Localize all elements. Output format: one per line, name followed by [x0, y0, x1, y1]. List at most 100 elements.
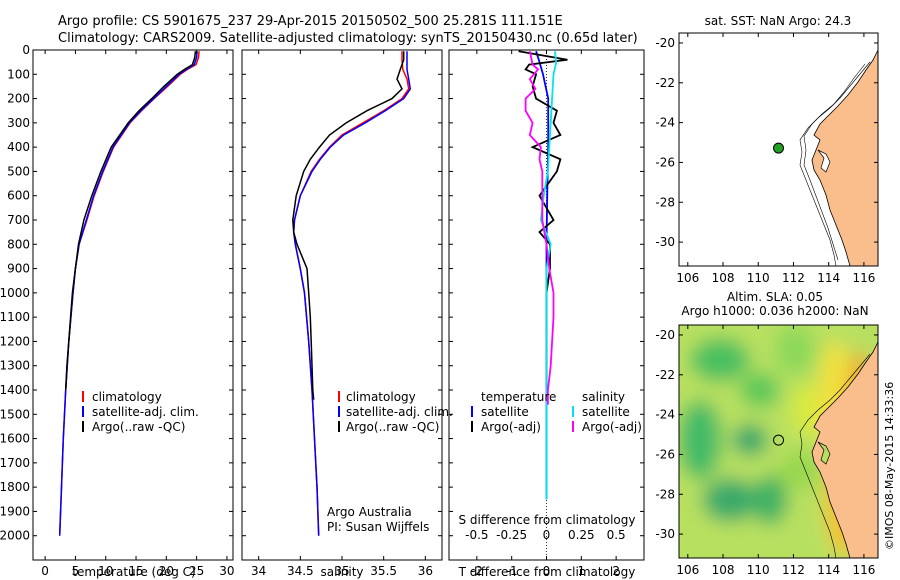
legend-swatch-argo	[82, 421, 84, 432]
depth-tick-label: 900	[7, 262, 30, 276]
lon-tick-label: 116	[852, 563, 875, 577]
figure-title-line2: Climatology: CARS2009. Satellite-adjuste…	[58, 31, 638, 46]
x-tick-label: 25	[189, 564, 204, 578]
legend-label-argo: Argo(..raw -QC)	[92, 420, 185, 434]
lon-tick-label: 108	[712, 563, 735, 577]
argo-float-marker	[773, 142, 785, 154]
x-tick-label: -1	[506, 564, 518, 578]
australia-land	[811, 49, 878, 266]
lon-tick-label: 106	[676, 563, 699, 577]
s-tick-label: -0.5	[465, 528, 488, 542]
shark-bay-islands-sla	[817, 441, 831, 465]
depth-tick-label: 1100	[0, 310, 30, 324]
profile-line-argo-raw-qc	[64, 51, 197, 391]
depth-tick-label: 1800	[0, 480, 30, 494]
sst-map-title: sat. SST: NaN Argo: 24.3	[705, 14, 852, 28]
depth-tick-label: 1300	[0, 359, 30, 373]
salinity-legend: climatology satellite-adj. clim. Argo(..…	[338, 390, 453, 434]
imos-credit: ©IMOS 08-May-2015 14:33:36	[883, 382, 896, 550]
depth-tick-label: 100	[7, 67, 30, 81]
lon-tick-label: 110	[747, 563, 770, 577]
legend-title-temperature: temperature	[481, 390, 556, 404]
legend-swatch-argo	[338, 421, 340, 432]
legend-label-climatology: climatology	[92, 390, 162, 404]
legend-label-satellite: satellite-adj. clim.	[346, 405, 453, 419]
annotation-argo-australia: Argo Australia	[327, 505, 412, 519]
legend-swatch-s-argo	[572, 421, 574, 432]
profile-line-satellite-adj-clim	[58, 51, 198, 536]
legend-label-s-argo: Argo(-adj)	[582, 420, 642, 434]
lon-tick-label: 116	[852, 271, 875, 285]
depth-tick-label: 2000	[0, 529, 30, 543]
legend-label-s-satellite: satellite	[582, 405, 630, 419]
lat-tick-label: -30	[655, 527, 675, 541]
legend-label-argo: Argo(..raw -QC)	[346, 420, 439, 434]
depth-tick-label: 400	[7, 140, 30, 154]
lat-tick-label: -28	[655, 195, 675, 209]
depth-tick-label: 1500	[0, 407, 30, 421]
depth-tick-label: 1600	[0, 432, 30, 446]
x-tick-label: 2	[612, 564, 620, 578]
sla-map-title-line1: Altim. SLA: 0.05	[727, 290, 823, 304]
sst-map-frame	[678, 32, 879, 267]
difference-xlabel: T difference from climatology	[458, 565, 636, 579]
lat-tick-label: -22	[655, 76, 675, 90]
annotation-pi: PI: Susan Wijffels	[327, 520, 429, 534]
depth-tick-label: 200	[7, 92, 30, 106]
lon-tick-label: 108	[712, 271, 735, 285]
lon-tick-label: 114	[817, 563, 840, 577]
lat-tick-label: -30	[655, 235, 675, 249]
temperature-legend: climatology satellite-adj. clim. Argo(..…	[82, 390, 199, 434]
depth-tick-label: 1700	[0, 456, 30, 470]
x-tick-label: -2	[471, 564, 483, 578]
difference-line-s-satellite	[539, 51, 558, 500]
lon-tick-label: 106	[676, 271, 699, 285]
difference-legend: temperature satellite Argo(-adj) salinit…	[471, 390, 642, 434]
lat-tick-label: -24	[655, 116, 675, 130]
lat-tick-label: -28	[655, 487, 675, 501]
x-tick-label: 10	[98, 564, 113, 578]
s-tick-label: 0	[543, 528, 551, 542]
temperature-axes-frame	[32, 49, 234, 561]
legend-label-satellite: satellite-adj. clim.	[92, 405, 199, 419]
legend-title-salinity: salinity	[582, 390, 625, 404]
lon-tick-label: 110	[747, 271, 770, 285]
x-tick-label: 0	[41, 564, 49, 578]
x-tick-label: 35.5	[370, 564, 397, 578]
depth-tick-label: 1200	[0, 334, 30, 348]
x-tick-label: 1	[578, 564, 586, 578]
lat-tick-label: -26	[655, 155, 675, 169]
temperature-xlabel: temperature (deg C)	[72, 565, 195, 579]
profile-line-satellite-adj-clim	[292, 51, 412, 536]
depth-tick-label: 300	[7, 116, 30, 130]
x-tick-label: 20	[159, 564, 174, 578]
deep-contour	[803, 63, 866, 261]
legend-swatch-satellite	[82, 406, 84, 417]
s-tick-label: 0.5	[607, 528, 626, 542]
x-tick-label: 35	[334, 564, 349, 578]
sst-map-panel: sat. SST: NaN Argo: 24.3 106 108 110 112 114…	[655, 14, 879, 285]
difference-line-s-argo-adj-	[524, 51, 555, 405]
legend-label-t-argo: Argo(-adj)	[481, 420, 541, 434]
legend-swatch-s-satellite	[572, 406, 574, 417]
lat-tick-label: -24	[655, 408, 675, 422]
argo-float-marker	[773, 434, 785, 446]
lon-tick-label: 112	[782, 271, 805, 285]
x-tick-label: 34.5	[287, 564, 314, 578]
lat-tick-label: -20	[655, 328, 675, 342]
sla-map-frame	[678, 324, 879, 559]
s-tick-label: 0.25	[568, 528, 595, 542]
x-tick-label: 34	[251, 564, 266, 578]
sla-map-panel: Altim. SLA: 0.05 Argo h1000: 0.036 h2000…	[655, 290, 879, 577]
legend-swatch-satellite	[338, 406, 340, 417]
depth-tick-label: 0	[22, 43, 30, 57]
x-tick-label: 36	[418, 564, 433, 578]
lon-tick-label: 114	[817, 271, 840, 285]
depth-tick-label: 700	[7, 213, 30, 227]
legend-swatch-climatology	[338, 391, 340, 402]
x-tick-label: 15	[128, 564, 143, 578]
depth-tick-label: 1400	[0, 383, 30, 397]
difference-top-xlabel: S difference from climatology	[459, 513, 636, 527]
profile-line-argo-raw-qc	[292, 51, 405, 400]
